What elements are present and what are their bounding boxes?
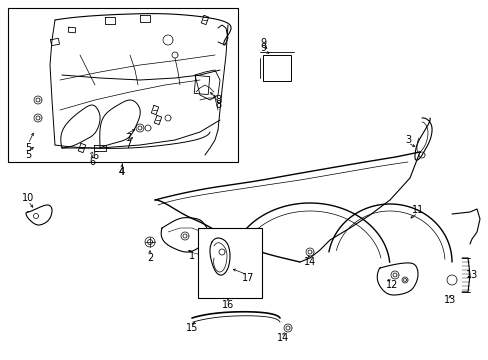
Text: 15: 15 <box>185 323 198 333</box>
Text: 12: 12 <box>385 280 397 290</box>
Text: 7: 7 <box>124 133 131 143</box>
Bar <box>198 228 262 298</box>
Text: 5: 5 <box>25 150 31 160</box>
Text: 9: 9 <box>260 38 265 48</box>
Text: 3: 3 <box>404 135 410 145</box>
Text: 11: 11 <box>411 205 423 215</box>
Text: 4: 4 <box>119 167 125 177</box>
Bar <box>8 8 238 162</box>
Text: 6: 6 <box>92 151 98 161</box>
Bar <box>263 55 290 81</box>
Text: 2: 2 <box>146 253 153 263</box>
Text: 8: 8 <box>215 95 221 105</box>
Text: 4: 4 <box>119 167 125 177</box>
Text: 6: 6 <box>89 157 95 167</box>
Text: 13: 13 <box>443 295 455 305</box>
Text: 16: 16 <box>222 300 234 310</box>
Text: 5: 5 <box>25 143 31 153</box>
Text: 8: 8 <box>215 100 221 110</box>
Text: 10: 10 <box>22 193 34 203</box>
Text: 17: 17 <box>242 273 254 283</box>
Text: 13: 13 <box>465 270 477 280</box>
Text: 7: 7 <box>124 140 131 150</box>
Text: 1: 1 <box>188 251 195 261</box>
Text: 14: 14 <box>303 257 315 267</box>
Text: 14: 14 <box>276 333 288 343</box>
Text: 9: 9 <box>260 43 265 53</box>
